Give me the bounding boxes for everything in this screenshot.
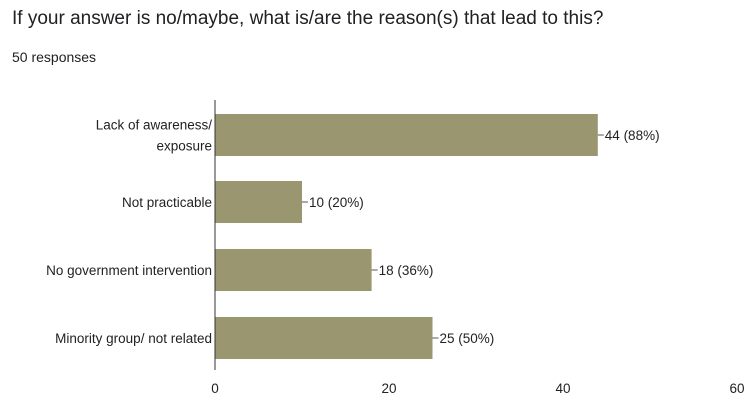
category-label-0-line-1: exposure — [156, 139, 212, 154]
response-count: 50 responses — [12, 49, 97, 65]
labels-layer: 44 (88%) Lack of awareness/exposure 10 (20… — [46, 118, 659, 347]
axis-layer: 0 20 40 60 — [211, 100, 745, 396]
question-title: If your answer is no/maybe, what is/are … — [12, 8, 604, 29]
bar-1 — [215, 181, 302, 223]
data-label-3: 25 (50%) — [440, 331, 495, 346]
data-label-0: 44 (88%) — [605, 128, 660, 143]
data-label-2: 18 (36%) — [379, 263, 434, 278]
bar-3 — [215, 317, 433, 359]
x-tick-label-0: 0 — [211, 381, 219, 396]
x-tick-label-3: 60 — [729, 381, 744, 396]
category-label-2: No government intervention — [46, 263, 212, 278]
x-tick-label-1: 20 — [381, 381, 396, 396]
bars-layer — [215, 114, 598, 359]
data-label-1: 10 (20%) — [309, 195, 364, 210]
bar-2 — [215, 249, 372, 291]
category-label-3: Minority group/ not related — [55, 331, 212, 346]
x-tick-label-2: 40 — [555, 381, 570, 396]
bar-0 — [215, 114, 598, 156]
category-label-1: Not practicable — [122, 195, 212, 210]
category-label-0-line-0: Lack of awareness/ — [96, 118, 213, 133]
